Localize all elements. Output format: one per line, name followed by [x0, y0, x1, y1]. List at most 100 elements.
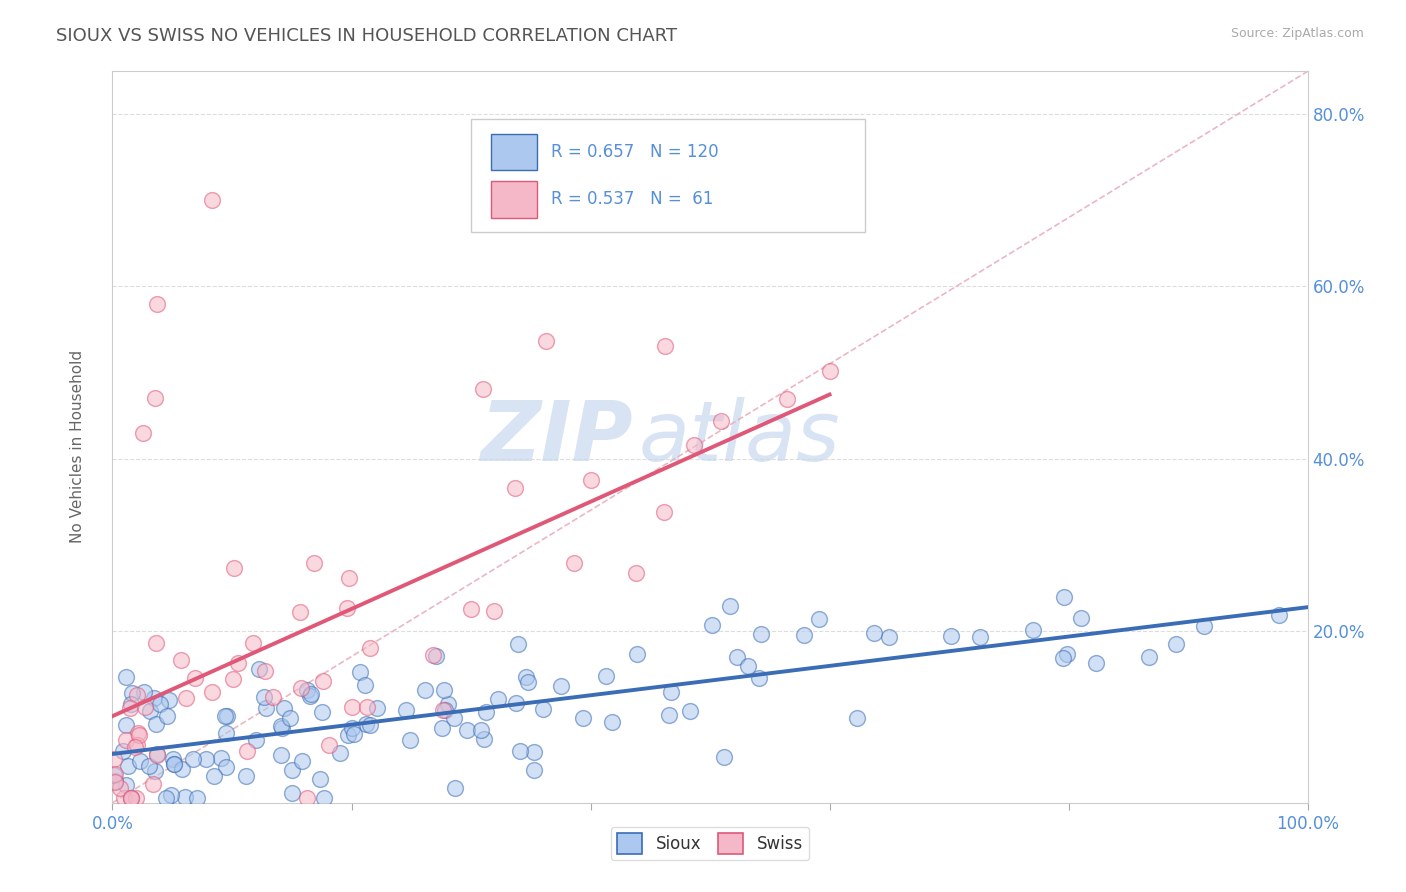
Point	[531, 702, 554, 716]
Point	[270, 719, 292, 733]
Text: SIOUX VS SWISS NO VEHICLES IN HOUSEHOLD CORRELATION CHART: SIOUX VS SWISS NO VEHICLES IN HOUSEHOLD …	[56, 27, 678, 45]
Point	[579, 473, 602, 487]
Point	[336, 728, 359, 742]
Point	[572, 711, 595, 725]
Point	[482, 604, 505, 618]
Point	[302, 556, 325, 570]
Point	[115, 733, 138, 747]
Point	[488, 691, 510, 706]
Point	[342, 721, 364, 735]
Point	[291, 754, 314, 768]
Point	[433, 682, 456, 697]
Point	[145, 296, 167, 310]
Point	[184, 671, 207, 685]
Point	[682, 438, 704, 452]
Point	[112, 744, 135, 758]
Point	[254, 664, 277, 678]
Point	[215, 726, 238, 740]
Point	[142, 776, 165, 790]
Point	[124, 739, 146, 754]
Point	[309, 772, 332, 786]
Point	[359, 640, 381, 655]
Point	[654, 339, 676, 353]
Point	[108, 781, 131, 796]
Point	[470, 723, 492, 737]
Point	[117, 759, 139, 773]
Point	[170, 653, 193, 667]
Point	[115, 718, 138, 732]
Point	[271, 721, 294, 735]
Point	[318, 739, 340, 753]
Point	[273, 700, 295, 714]
Point	[658, 707, 681, 722]
Point	[245, 733, 267, 747]
Point	[181, 752, 204, 766]
Point	[515, 669, 537, 683]
Point	[139, 704, 162, 718]
Point	[863, 625, 886, 640]
Point	[444, 780, 467, 795]
Point	[247, 662, 270, 676]
Point	[132, 425, 155, 440]
Point	[399, 733, 422, 747]
Point	[103, 768, 125, 782]
Point	[125, 688, 148, 702]
Point	[155, 791, 177, 805]
Point	[146, 747, 169, 762]
Point	[295, 791, 318, 805]
Point	[472, 732, 495, 747]
Point	[505, 696, 527, 710]
Point	[214, 709, 236, 723]
Point	[1267, 608, 1289, 623]
Point	[595, 669, 617, 683]
Point	[807, 612, 830, 626]
Point	[134, 700, 156, 714]
Point	[652, 505, 675, 519]
Point	[425, 649, 447, 664]
Point	[209, 751, 232, 765]
Point	[1070, 611, 1092, 625]
Point	[235, 744, 257, 758]
Point	[174, 690, 197, 705]
Point	[659, 685, 682, 699]
Point	[413, 682, 436, 697]
Point	[138, 758, 160, 772]
Point	[456, 723, 478, 738]
Point	[299, 689, 322, 703]
Point	[201, 685, 224, 699]
Point	[242, 635, 264, 649]
Point	[103, 773, 125, 788]
Text: R = 0.537   N =  61: R = 0.537 N = 61	[551, 190, 713, 209]
Point	[143, 690, 166, 705]
Point	[626, 647, 648, 661]
Point	[430, 721, 453, 735]
Point	[146, 747, 169, 762]
Text: No Vehicles in Household: No Vehicles in Household	[70, 350, 84, 542]
Point	[290, 681, 312, 695]
Point	[359, 718, 381, 732]
Point	[749, 626, 772, 640]
Point	[157, 692, 180, 706]
Point	[114, 778, 136, 792]
Point	[437, 697, 460, 711]
Point	[503, 481, 526, 495]
Point	[195, 752, 218, 766]
Point	[343, 727, 366, 741]
Point	[290, 605, 312, 619]
Point	[718, 599, 741, 613]
Point	[297, 683, 319, 698]
Text: atlas: atlas	[638, 397, 839, 477]
Text: R = 0.657   N = 120: R = 0.657 N = 120	[551, 143, 718, 161]
Point	[776, 392, 799, 406]
Bar	[491, 134, 537, 170]
Point	[270, 748, 292, 763]
Point	[127, 725, 149, 739]
Point	[329, 746, 352, 760]
Point	[115, 670, 138, 684]
Point	[422, 648, 444, 663]
Point	[235, 768, 257, 782]
Point	[311, 705, 333, 719]
Point	[104, 767, 127, 781]
Point	[163, 757, 186, 772]
Point	[700, 618, 723, 632]
